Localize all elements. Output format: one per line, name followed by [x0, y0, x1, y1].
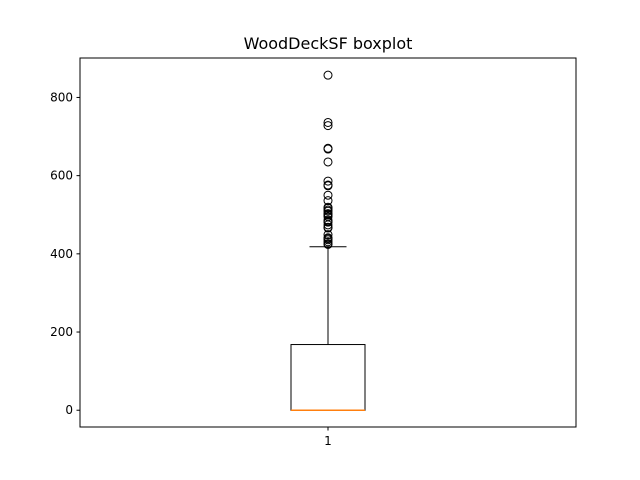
y-tick-label: 200 — [50, 325, 73, 339]
outlier-point — [323, 230, 333, 240]
outlier-point — [323, 176, 333, 186]
x-tick-label: 1 — [324, 434, 332, 448]
axes-frame — [79, 57, 577, 428]
outlier-point — [323, 70, 333, 80]
outlier-point — [323, 144, 333, 154]
outlier-point — [323, 217, 333, 227]
y-tick-label: 800 — [50, 90, 73, 104]
outlier-point — [323, 190, 333, 200]
y-tick-label: 0 — [65, 403, 73, 417]
outlier-point — [323, 181, 333, 191]
outlier-point — [323, 196, 333, 206]
outlier-point — [323, 121, 333, 131]
y-tick-label: 600 — [50, 169, 73, 183]
outlier-point — [323, 223, 333, 233]
outlier-point — [323, 117, 333, 127]
y-tick-label: 400 — [50, 247, 73, 261]
chart-title: WoodDeckSF boxplot — [244, 34, 413, 53]
outlier-point — [323, 157, 333, 167]
outlier-point — [323, 239, 333, 249]
outlier-point — [323, 220, 333, 230]
plot-area: 0 200 400 600 800 1 — [50, 70, 366, 448]
outlier-point — [323, 206, 333, 216]
